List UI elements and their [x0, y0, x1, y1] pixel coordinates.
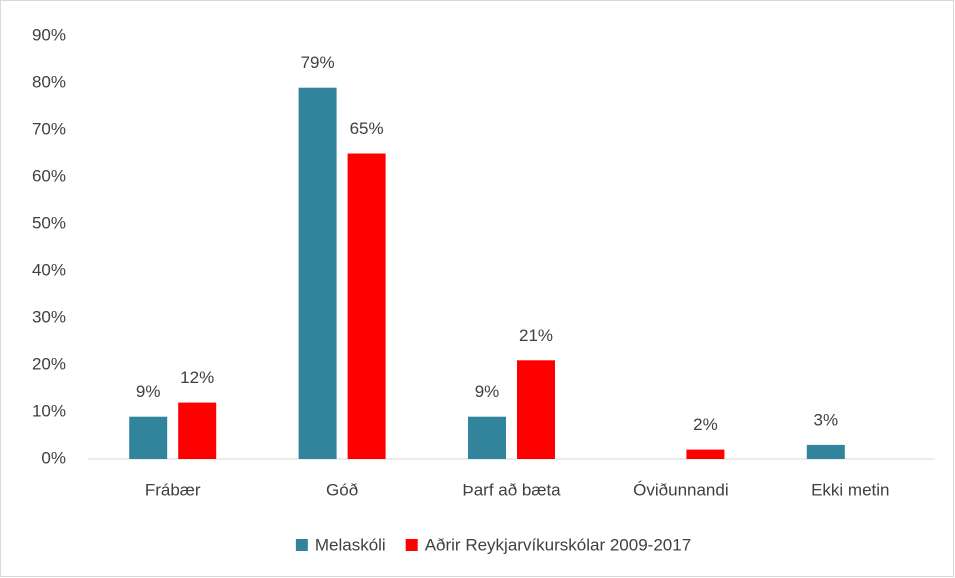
- x-tick-label: Óviðunnandi: [633, 480, 728, 499]
- legend-swatch: [405, 539, 418, 551]
- bar: [298, 87, 337, 459]
- bar: [686, 449, 725, 459]
- data-label: 3%: [814, 410, 839, 429]
- y-tick-label: 20%: [32, 354, 66, 373]
- data-label: 9%: [475, 382, 500, 401]
- data-label: 65%: [350, 119, 384, 138]
- y-tick-label: 40%: [32, 260, 66, 279]
- data-label: 21%: [519, 326, 553, 345]
- y-tick-label: 30%: [32, 307, 66, 326]
- data-label: 2%: [693, 415, 718, 434]
- y-tick-label: 80%: [32, 72, 66, 91]
- x-tick-label: Frábær: [145, 480, 201, 499]
- y-tick-label: 0%: [41, 448, 66, 467]
- bar: [178, 402, 217, 459]
- y-tick-label: 70%: [32, 119, 66, 138]
- bar: [806, 444, 845, 459]
- bar: [347, 153, 386, 459]
- y-tick-label: 10%: [32, 401, 66, 420]
- bar: [517, 360, 555, 459]
- x-tick-label: Þarf að bæta: [462, 480, 561, 499]
- y-tick-label: 50%: [32, 213, 66, 232]
- data-label: 79%: [301, 53, 335, 72]
- x-tick-label: Ekki metin: [811, 480, 889, 499]
- y-tick-label: 60%: [32, 166, 66, 185]
- legend-label: Melaskóli: [315, 535, 386, 554]
- x-tick-label: Góð: [326, 480, 358, 499]
- bar: [129, 416, 168, 459]
- legend-label: Aðrir Reykjarvíkurskólar 2009-2017: [425, 535, 691, 554]
- data-label: 9%: [136, 382, 161, 401]
- bar: [468, 416, 506, 459]
- legend-swatch: [295, 539, 308, 551]
- y-tick-label: 90%: [32, 25, 66, 44]
- data-label: 12%: [180, 368, 214, 387]
